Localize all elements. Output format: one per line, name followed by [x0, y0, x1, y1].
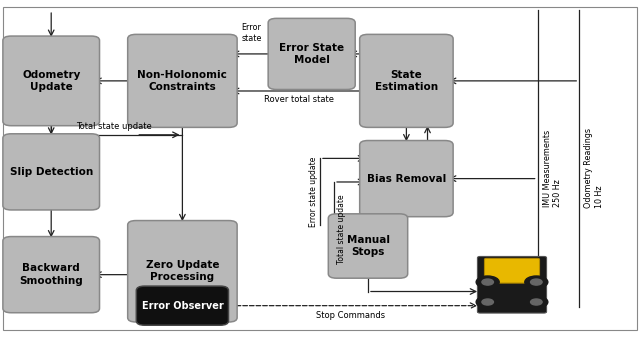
Text: Zero Update
Processing: Zero Update Processing — [146, 260, 219, 282]
FancyBboxPatch shape — [360, 141, 453, 217]
Circle shape — [531, 299, 542, 305]
FancyBboxPatch shape — [328, 214, 408, 278]
FancyBboxPatch shape — [136, 286, 228, 325]
Circle shape — [525, 276, 548, 288]
FancyBboxPatch shape — [127, 220, 237, 322]
Text: Odometry Readings
10 Hz: Odometry Readings 10 Hz — [584, 128, 604, 209]
Circle shape — [476, 296, 499, 308]
FancyBboxPatch shape — [268, 19, 355, 90]
Text: Error State
Model: Error State Model — [279, 43, 344, 65]
Text: Error state update: Error state update — [309, 157, 318, 227]
Text: Stop Commands: Stop Commands — [316, 311, 385, 320]
Text: Error Observer: Error Observer — [141, 301, 223, 311]
FancyBboxPatch shape — [3, 36, 100, 126]
Text: Backward
Smoothing: Backward Smoothing — [19, 264, 83, 286]
FancyBboxPatch shape — [3, 237, 100, 313]
Circle shape — [531, 279, 542, 285]
Text: Non-Holonomic
Constraints: Non-Holonomic Constraints — [138, 70, 227, 92]
Text: Manual
Stops: Manual Stops — [346, 235, 390, 257]
Text: Bias Removal: Bias Removal — [367, 174, 446, 184]
Text: Slip Detection: Slip Detection — [10, 167, 93, 177]
Circle shape — [482, 279, 493, 285]
Circle shape — [476, 276, 499, 288]
Text: Error
state: Error state — [241, 23, 262, 43]
Text: Odometry
Update: Odometry Update — [22, 70, 81, 92]
Circle shape — [482, 299, 493, 305]
FancyBboxPatch shape — [484, 258, 540, 283]
Text: Rover total state: Rover total state — [264, 95, 334, 104]
Circle shape — [525, 296, 548, 308]
FancyBboxPatch shape — [360, 34, 453, 127]
Text: State
Estimation: State Estimation — [375, 70, 438, 92]
Text: Total state update: Total state update — [337, 194, 346, 264]
FancyBboxPatch shape — [477, 256, 547, 313]
FancyBboxPatch shape — [127, 34, 237, 127]
Text: IMU Measurements
250 Hz: IMU Measurements 250 Hz — [543, 130, 562, 207]
Text: Total state update: Total state update — [76, 122, 152, 131]
FancyBboxPatch shape — [3, 134, 100, 210]
